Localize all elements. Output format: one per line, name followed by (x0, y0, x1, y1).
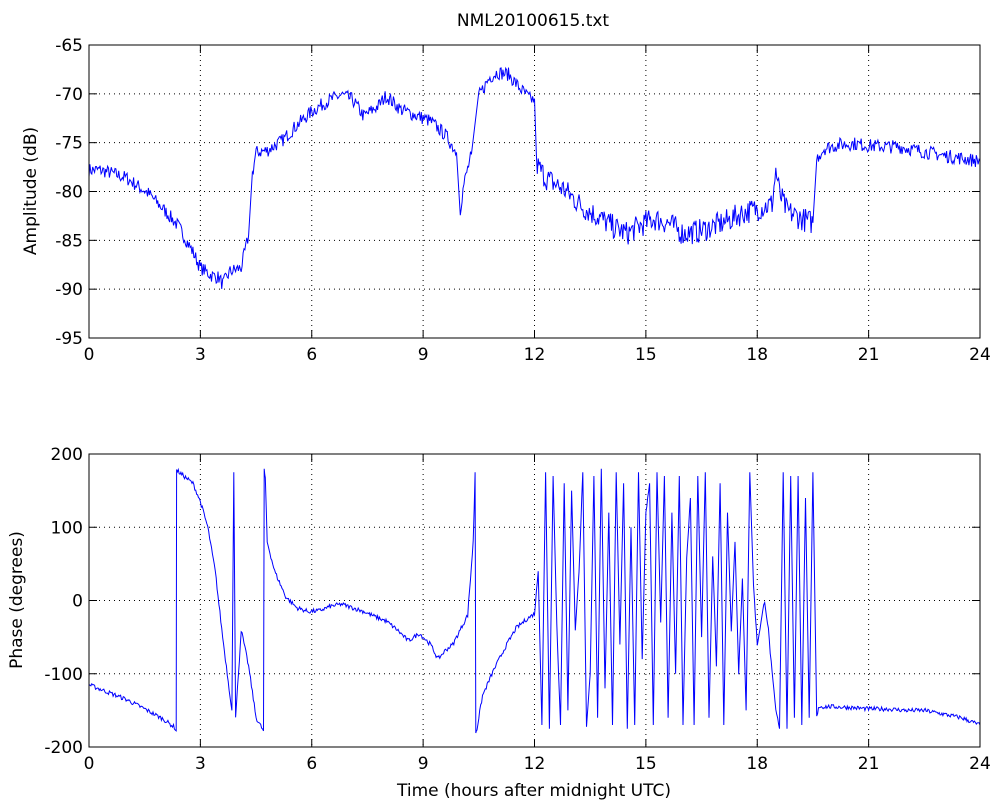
amplitude-axes-frame (88, 44, 981, 339)
amplitude-x-tick-label: 18 (746, 345, 768, 365)
amplitude-y-tick-label: -70 (55, 85, 83, 105)
phase-y-tick-label: 200 (51, 445, 83, 465)
phase-y-tick-label: 100 (51, 518, 83, 538)
amplitude-line (88, 66, 981, 289)
amplitude-x-tick-label: 0 (84, 345, 95, 365)
phase-x-tick-label: 3 (195, 754, 206, 774)
phase-x-tick-label: 9 (418, 754, 429, 774)
figure-title: NML20100615.txt (457, 11, 610, 31)
amplitude-series-line (88, 66, 981, 289)
amplitude-y-tick-label: -95 (55, 329, 83, 349)
phase-x-tick-label: 6 (306, 754, 317, 774)
phase-y-tick-label: -100 (44, 665, 83, 685)
phase-x-tick-label: 12 (524, 754, 546, 774)
phase-axes: 0 3 6 9 12 15 18 21 24 -200 -100 0 100 200 Phase (deg… (7, 445, 991, 801)
amplitude-x-tick-label: 24 (969, 345, 991, 365)
amplitude-y-tick-label: -65 (55, 36, 83, 56)
phase-y-tick-label: 0 (72, 592, 83, 612)
amplitude-x-tick-label: 3 (195, 345, 206, 365)
amplitude-axes: 0 3 6 9 12 15 18 21 24 -95 -90 -85 -80 -75 -70 -65 Ampl… (21, 36, 991, 365)
amplitude-y-tick-label: -85 (55, 231, 83, 251)
phase-ticks: 0 3 6 9 12 15 18 21 24 -200 -100 0 100 200 (44, 445, 990, 774)
phase-x-tick-label: 18 (746, 754, 768, 774)
amplitude-y-tick-label: -90 (55, 280, 83, 300)
phase-axes-frame (88, 453, 981, 748)
phase-grid (89, 454, 980, 747)
phase-x-tick-label: 15 (635, 754, 657, 774)
amplitude-x-tick-label: 12 (524, 345, 546, 365)
amplitude-ticks: 0 3 6 9 12 15 18 21 24 -95 -90 -85 -80 -75 -70 -65 (55, 36, 991, 365)
phase-line (88, 467, 981, 734)
amplitude-y-tick-label: -75 (55, 134, 83, 154)
phase-y-axis-label: Phase (degrees) (7, 531, 27, 669)
phase-x-tick-label: 0 (84, 754, 95, 774)
amplitude-x-tick-label: 15 (635, 345, 657, 365)
phase-x-axis-label: Time (hours after midnight UTC) (396, 781, 671, 801)
phase-series-line (88, 467, 981, 734)
amplitude-x-tick-label: 21 (858, 345, 880, 365)
phase-x-tick-label: 21 (858, 754, 880, 774)
amplitude-y-tick-label: -80 (55, 183, 83, 203)
amplitude-grid (89, 45, 980, 338)
phase-x-tick-label: 24 (969, 754, 991, 774)
amplitude-y-axis-label: Amplitude (dB) (21, 127, 41, 255)
amplitude-x-tick-label: 6 (306, 345, 317, 365)
phase-y-tick-label: -200 (44, 738, 83, 758)
amplitude-x-tick-label: 9 (418, 345, 429, 365)
